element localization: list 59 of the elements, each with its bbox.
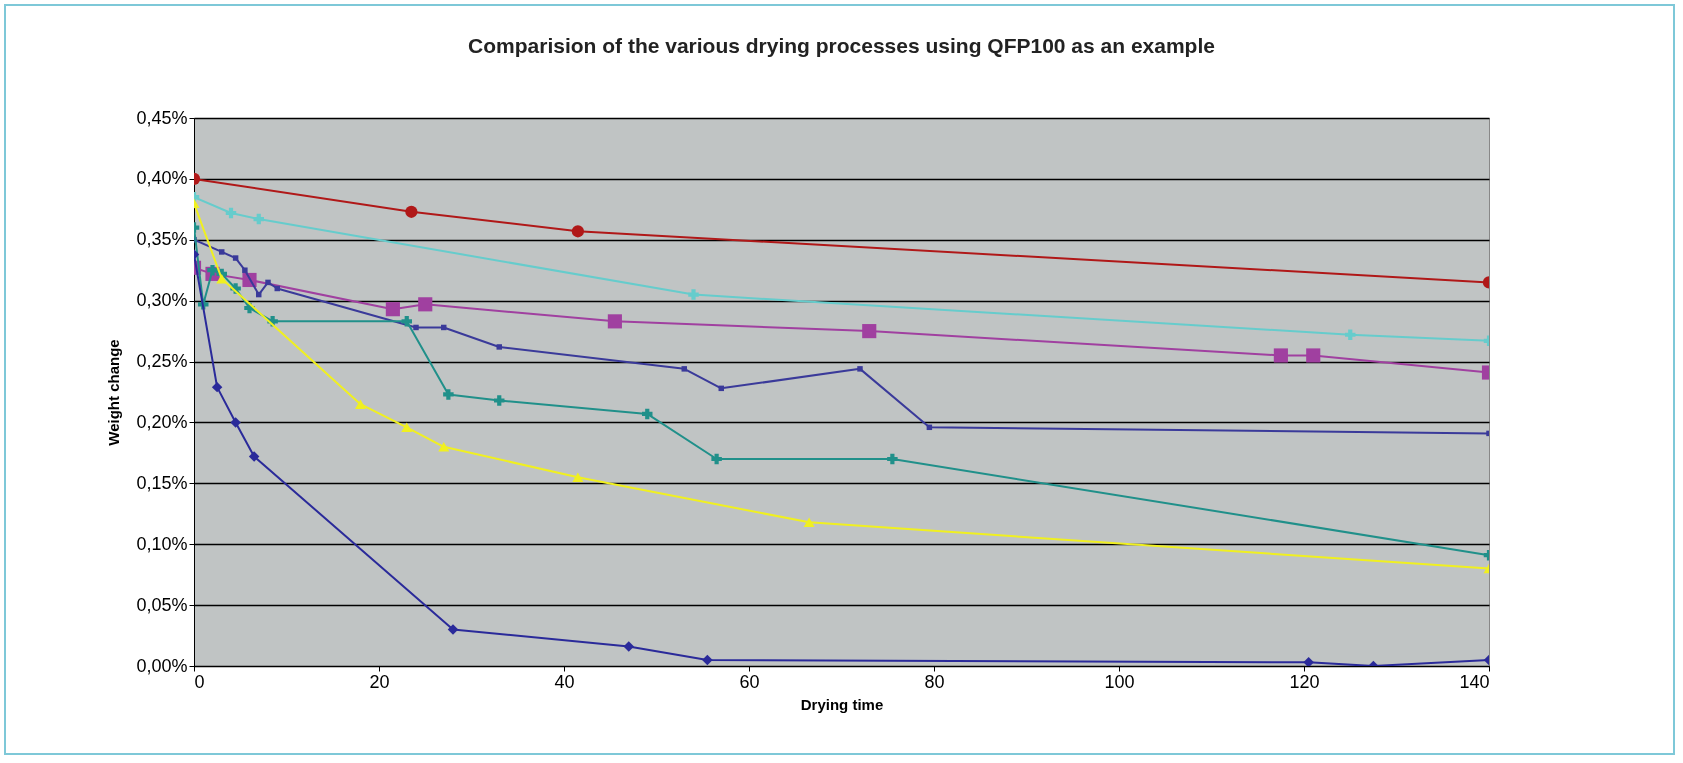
point [688, 289, 699, 300]
point [681, 366, 687, 372]
point [401, 316, 412, 327]
y-tick-label: 0,40% [136, 168, 188, 189]
point [494, 395, 505, 406]
point [207, 264, 218, 276]
y-tick-label: 0,20% [136, 411, 188, 432]
point [1306, 348, 1321, 363]
point [1303, 657, 1314, 666]
point [211, 381, 223, 393]
point [385, 302, 400, 317]
x-tick-label: 0 [194, 671, 205, 692]
chart-title: Comparision of the various drying processes using QFP100 as an example [468, 34, 1215, 57]
point [803, 517, 815, 528]
point [265, 279, 271, 286]
point [248, 451, 260, 462]
point [216, 274, 228, 284]
point [355, 399, 366, 409]
y-axis-title: Weight change [105, 339, 123, 446]
point [857, 366, 863, 372]
point [887, 453, 898, 465]
point [496, 344, 502, 350]
point [711, 453, 722, 465]
point [242, 267, 248, 273]
x-tick-label: 100 [1104, 671, 1135, 692]
y-tick-label: 0,10% [136, 533, 188, 554]
y-tick-label: 0,15% [136, 472, 188, 493]
y-tick-label: 0,30% [136, 290, 188, 311]
y-tick-label: 0,25% [136, 351, 188, 372]
point [1273, 348, 1288, 363]
y-tick-label: 0,35% [136, 229, 188, 250]
y-tick-label: 0,00% [136, 655, 188, 676]
y-tick-label: 0,05% [136, 594, 188, 615]
x-tick-label: 120 [1289, 671, 1320, 692]
point [253, 213, 264, 225]
y-tick-label: 0,45% [136, 107, 188, 128]
point [623, 641, 634, 652]
point [702, 654, 713, 666]
x-tick-label: 20 [369, 671, 390, 692]
point [862, 324, 877, 339]
point [1345, 329, 1356, 341]
point [438, 442, 450, 452]
point [230, 417, 241, 428]
point [447, 624, 459, 635]
point [232, 255, 239, 261]
point [443, 389, 454, 400]
x-axis-title: Drying time [800, 695, 884, 713]
point [401, 422, 413, 433]
point [219, 249, 225, 255]
x-tick-label: 80 [924, 671, 945, 692]
point [413, 324, 419, 331]
point [642, 408, 653, 420]
x-tick-label: 40 [554, 671, 575, 692]
point [418, 297, 433, 312]
point [607, 314, 622, 329]
x-tick-label: 140 [1459, 671, 1490, 692]
point [572, 472, 584, 482]
point [225, 207, 237, 219]
x-tick-label: 60 [739, 671, 760, 692]
